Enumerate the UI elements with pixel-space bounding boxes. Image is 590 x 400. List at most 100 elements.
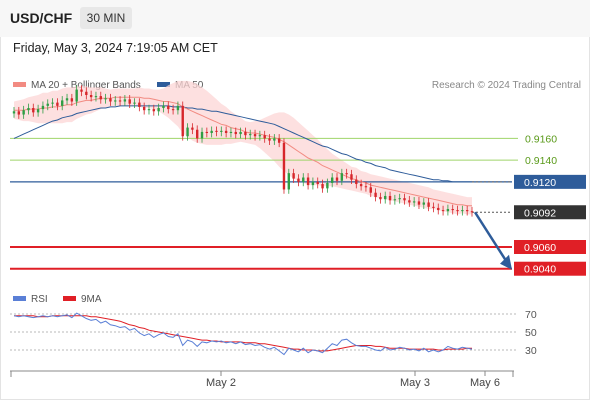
legend-rsi: RSI	[13, 294, 48, 305]
candle-body	[408, 200, 411, 203]
candle-body	[61, 100, 64, 106]
candle-body	[123, 99, 127, 102]
candle-body	[258, 135, 262, 137]
candle-body	[379, 197, 382, 200]
candle-body	[80, 89, 83, 92]
candle-body	[181, 105, 184, 137]
candle-body	[176, 105, 180, 111]
candle-body	[437, 207, 440, 211]
candle-body	[393, 199, 397, 201]
candle-body	[22, 110, 25, 115]
candle-body	[46, 103, 49, 106]
candle-body	[118, 100, 122, 102]
candle-body	[36, 109, 40, 113]
candle-body	[335, 177, 339, 181]
resistance-label: 0.9140	[525, 155, 557, 167]
candle-body	[138, 102, 141, 107]
candle-body	[12, 111, 16, 114]
current-price-box	[514, 205, 586, 220]
ma20-line	[14, 96, 472, 207]
timeframe-badge[interactable]: 30 MIN	[80, 7, 132, 29]
candle-body	[89, 95, 93, 98]
candle-body	[215, 130, 218, 132]
support-label-box	[514, 240, 586, 254]
candle-body	[316, 181, 319, 185]
candle-body	[17, 111, 21, 115]
candle-body	[133, 102, 136, 104]
rsi-line	[13, 312, 473, 356]
candle-body	[253, 134, 257, 137]
candle-body	[200, 131, 204, 139]
ma20-swatch	[13, 81, 26, 87]
candle-body	[244, 131, 247, 136]
x-tick-label: May 6	[470, 377, 500, 389]
pivot-label-box	[514, 174, 586, 189]
candle-body	[374, 192, 377, 198]
legend-rsi-label: RSI	[31, 294, 48, 305]
candle-body	[56, 102, 59, 106]
candle-body	[326, 182, 329, 189]
candle-body	[461, 210, 464, 212]
candle-body	[51, 102, 54, 104]
ma9-swatch	[63, 295, 76, 301]
ma50-line	[13, 105, 472, 183]
legend-ma20-label: MA 20 + Bollinger Bands	[31, 80, 141, 91]
candle-body	[128, 99, 131, 104]
support-label-box	[514, 261, 586, 276]
x-tick-label: May 3	[400, 377, 430, 389]
candle-body	[470, 211, 474, 213]
candle-body	[171, 109, 175, 111]
candle-body	[147, 109, 151, 111]
candle-body	[412, 201, 416, 203]
candle-body	[162, 105, 165, 109]
candle-body	[330, 177, 334, 183]
candle-body	[427, 202, 430, 207]
candle-body	[220, 130, 223, 132]
candle-body	[282, 142, 286, 190]
rsi-tick-label: 70	[525, 309, 537, 321]
support-label: 0.9040	[524, 264, 556, 276]
candle-body	[234, 131, 237, 135]
candle-body	[384, 195, 387, 200]
candle-body	[388, 195, 392, 201]
symbol-title: USD/CHF	[10, 10, 73, 26]
candle-body	[104, 98, 107, 100]
candle-body	[369, 187, 372, 193]
forecast-arrow-shaft	[473, 211, 508, 262]
candle-body	[297, 178, 300, 182]
resistance-label: 0.9160	[525, 133, 557, 145]
candle-body	[287, 173, 290, 190]
research-credit: Research © 2024 Trading Central	[431, 80, 581, 91]
candle-body	[191, 127, 194, 130]
candle-body	[205, 131, 209, 133]
rsi-swatch	[13, 295, 26, 301]
candle-body	[456, 210, 459, 212]
candle-body	[249, 134, 252, 136]
candle-body	[441, 210, 445, 212]
candle-body	[465, 210, 469, 212]
candle-body	[196, 129, 199, 139]
chart-header: USD/CHF 30 MIN	[0, 0, 590, 37]
candle-body	[32, 108, 35, 113]
candle-body	[27, 108, 30, 111]
candle-body	[451, 209, 454, 211]
candle-body	[157, 108, 160, 112]
rsi-ma9-line	[14, 315, 472, 352]
candle-body	[302, 177, 305, 182]
candle-body	[292, 173, 295, 179]
candle-body	[359, 184, 363, 187]
candle-body	[311, 181, 315, 186]
candle-body	[417, 201, 421, 205]
candle-body	[224, 130, 228, 133]
candle-body	[186, 127, 189, 137]
candle-body	[210, 130, 213, 133]
candle-body	[41, 105, 45, 110]
pivot-label: 0.9120	[524, 177, 556, 189]
candle-body	[355, 179, 358, 185]
candle-body	[70, 98, 74, 102]
candle-body	[321, 184, 324, 189]
legend-9ma-label: 9MA	[81, 294, 102, 305]
candle-body	[398, 198, 401, 200]
